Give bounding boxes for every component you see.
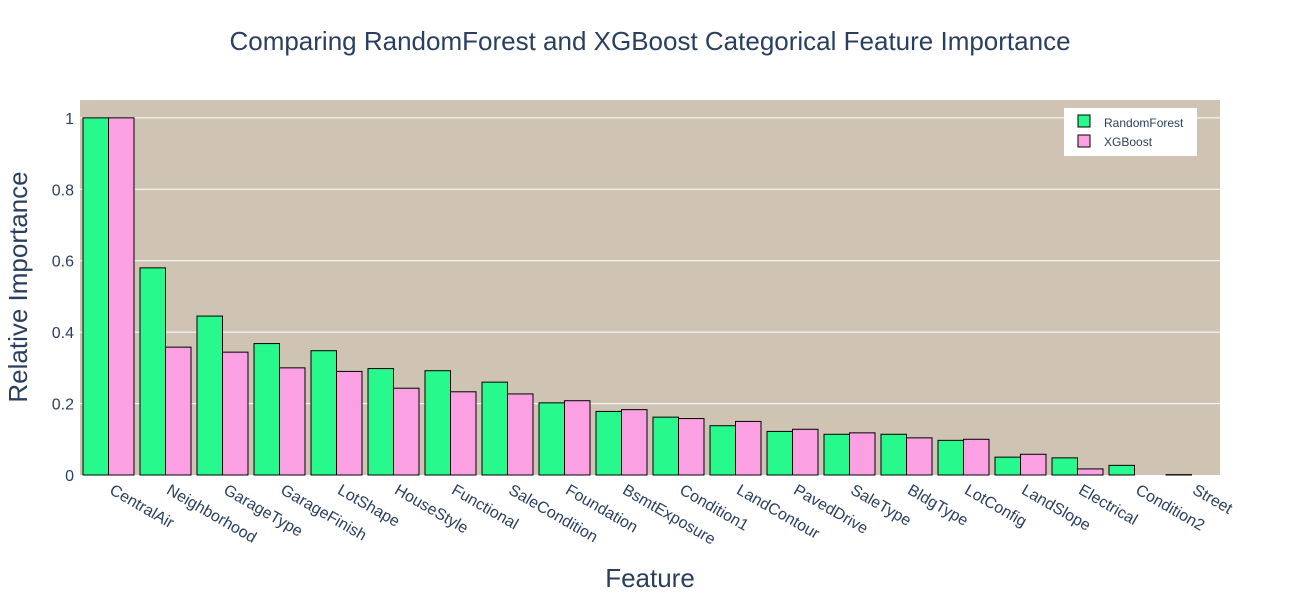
bar-randomforest-garagefinish xyxy=(254,344,280,475)
bar-xgboost-neighborhood xyxy=(166,347,192,475)
bar-randomforest-housestyle xyxy=(368,369,394,475)
bar-randomforest-bldgtype xyxy=(881,434,907,475)
bar-randomforest-paveddrive xyxy=(767,431,793,475)
x-axis-ticks: CentralAirNeighborhoodGarageTypeGarageFi… xyxy=(107,482,1236,549)
x-tick-label: LotConfig xyxy=(962,482,1030,531)
bar-xgboost-lotshape xyxy=(337,371,363,475)
chart-title: Comparing RandomForest and XGBoost Categ… xyxy=(229,26,1070,56)
bar-randomforest-condition1 xyxy=(653,417,679,475)
y-tick-label: 0 xyxy=(65,468,74,485)
bar-randomforest-garagetype xyxy=(197,316,223,475)
y-tick-label: 0.2 xyxy=(52,397,74,414)
bar-xgboost-salecondition xyxy=(508,394,534,475)
bar-xgboost-foundation xyxy=(565,401,591,475)
bar-randomforest-functional xyxy=(425,371,451,475)
legend-label-randomforest: RandomForest xyxy=(1104,116,1184,130)
bar-randomforest-condition2 xyxy=(1109,465,1135,475)
legend-label-xgboost: XGBoost xyxy=(1104,135,1153,149)
bar-randomforest-landslope xyxy=(995,457,1021,475)
bar-xgboost-bsmtexposure xyxy=(622,410,648,475)
bar-xgboost-paveddrive xyxy=(793,429,819,475)
x-axis-label: Feature xyxy=(605,563,695,593)
bar-xgboost-saletype xyxy=(850,433,876,475)
legend-swatch-xgboost xyxy=(1078,135,1090,147)
bar-randomforest-landcontour xyxy=(710,426,736,475)
y-tick-label: 0.6 xyxy=(52,254,74,271)
bar-xgboost-functional xyxy=(451,392,477,475)
y-axis-ticks: 0 0.2 0.4 0.6 0.8 1 xyxy=(52,111,74,485)
bar-randomforest-salecondition xyxy=(482,382,508,475)
x-tick-label: BldgType xyxy=(905,482,971,530)
bar-randomforest-lotshape xyxy=(311,351,337,475)
bar-xgboost-housestyle xyxy=(394,388,420,475)
bar-xgboost-garagefinish xyxy=(280,368,306,475)
bar-xgboost-centralair xyxy=(109,118,135,475)
bar-randomforest-neighborhood xyxy=(140,268,166,475)
y-tick-label: 0.4 xyxy=(52,325,74,342)
legend-swatch-randomforest xyxy=(1078,115,1090,127)
bar-randomforest-bsmtexposure xyxy=(596,411,622,475)
y-tick-label: 1 xyxy=(65,111,74,128)
bar-xgboost-landslope xyxy=(1021,454,1047,475)
bar-xgboost-electrical xyxy=(1078,469,1104,475)
bar-xgboost-condition1 xyxy=(679,419,705,475)
legend: RandomForest XGBoost xyxy=(1064,108,1197,156)
bar-randomforest-saletype xyxy=(824,434,850,475)
bar-randomforest-foundation xyxy=(539,403,565,475)
plot-background xyxy=(80,100,1220,475)
bar-randomforest-electrical xyxy=(1052,458,1078,475)
bar-xgboost-landcontour xyxy=(736,421,762,475)
bar-randomforest-lotconfig xyxy=(938,440,964,475)
y-axis-label: Relative Importance xyxy=(3,171,33,402)
bar-randomforest-centralair xyxy=(83,118,109,475)
bar-xgboost-lotconfig xyxy=(964,439,990,475)
bar-xgboost-bldgtype xyxy=(907,438,933,475)
bar-xgboost-garagetype xyxy=(223,352,249,475)
y-tick-label: 0.8 xyxy=(52,182,74,199)
